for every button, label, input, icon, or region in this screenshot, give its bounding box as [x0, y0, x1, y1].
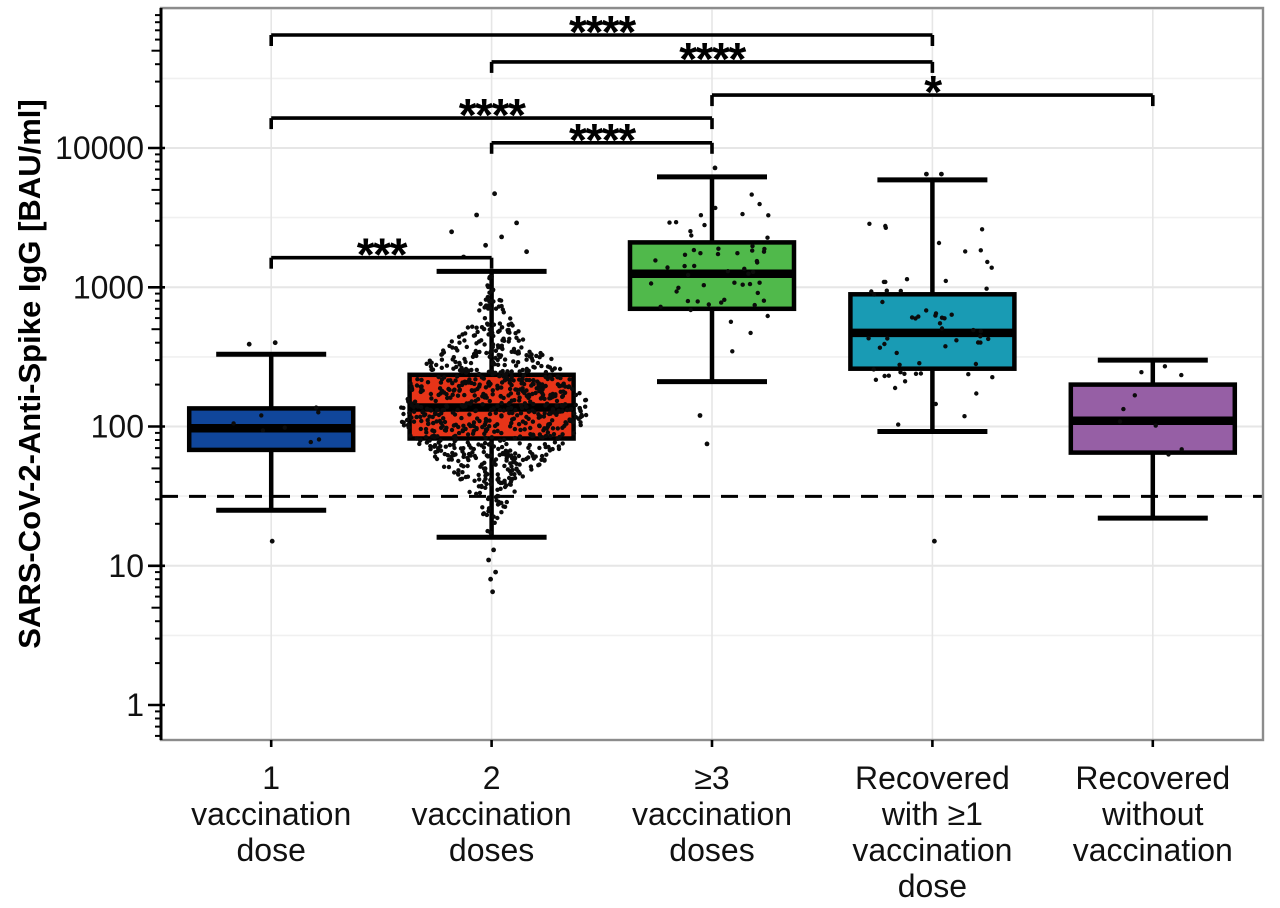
significance-label: * — [924, 66, 942, 118]
significance-label: **** — [569, 114, 636, 166]
box-group-4 — [848, 177, 1017, 434]
outlier-point — [704, 441, 710, 447]
x-group-label-line: vaccination — [1073, 832, 1233, 868]
outlier-point — [483, 242, 488, 248]
y-tick-label: 1000 — [73, 269, 144, 305]
outlier-point — [499, 234, 504, 240]
outlier-point — [924, 171, 929, 177]
outlier-point — [269, 538, 275, 544]
x-group-label-line: dose — [237, 832, 306, 868]
x-group-label-line: without — [1101, 796, 1204, 832]
significance-label: **** — [569, 6, 636, 58]
x-group-label-line: Recovered — [855, 760, 1010, 796]
y-tick-label: 100 — [91, 409, 144, 445]
y-axis-title: SARS-CoV-2-Anti-Spike IgG [BAU/ml] — [12, 99, 47, 648]
outlier-point — [491, 547, 496, 553]
data-points-group-4 — [866, 171, 995, 544]
x-group-label-line: ≥3 — [694, 760, 729, 796]
x-group-label-line: Recovered — [1075, 760, 1230, 796]
x-group-label-line: vaccination — [852, 832, 1012, 868]
data-points-group-1 — [231, 340, 322, 544]
box-group-3 — [627, 174, 797, 385]
significance-label: **** — [459, 89, 526, 141]
x-group-label-line: with ≥1 — [881, 796, 983, 832]
x-group-label-line: vaccination — [191, 796, 351, 832]
y-tick-labels: 10000 1000 100 10 1 — [55, 130, 144, 723]
outlier-point — [474, 212, 479, 218]
data-points-group-3 — [648, 165, 771, 447]
outlier-point — [272, 340, 278, 346]
outlier-point — [492, 191, 497, 197]
outlier-point — [493, 569, 498, 575]
outlier-point — [939, 171, 944, 177]
outlier-point — [932, 538, 937, 544]
x-axis-labels: 1vaccinationdose2vaccinationdoses≥3vacci… — [191, 760, 1233, 904]
x-group-label-line: dose — [898, 868, 967, 904]
outlier-point — [524, 249, 529, 255]
significance-label: *** — [357, 229, 408, 281]
x-group-label-line: doses — [669, 832, 754, 868]
outlier-point — [488, 576, 493, 582]
outlier-point — [449, 229, 454, 235]
significance-bars: ************* ******* — [269, 6, 1155, 281]
box-group-5 — [1068, 357, 1238, 521]
data-points-group-5 — [1117, 364, 1184, 457]
outlier-point — [246, 341, 252, 347]
outlier-point — [490, 589, 495, 595]
outlier-point — [697, 413, 703, 418]
x-group-label-line: vaccination — [412, 796, 572, 832]
x-group-label-line: vaccination — [632, 796, 792, 832]
box-group-1 — [186, 351, 356, 513]
outlier-point — [712, 165, 718, 171]
outlier-point — [514, 220, 519, 226]
axes — [148, 6, 1265, 747]
data-points-group-2 — [399, 191, 589, 595]
outlier-point — [486, 557, 491, 563]
y-tick-label: 10 — [108, 548, 144, 584]
x-group-label-line: doses — [449, 832, 534, 868]
y-tick-label: 1 — [126, 687, 144, 723]
x-group-label-line: 1 — [262, 760, 280, 796]
significance-label: **** — [679, 33, 746, 85]
x-group-label-line: 2 — [483, 760, 501, 796]
y-tick-label: 10000 — [55, 130, 144, 166]
